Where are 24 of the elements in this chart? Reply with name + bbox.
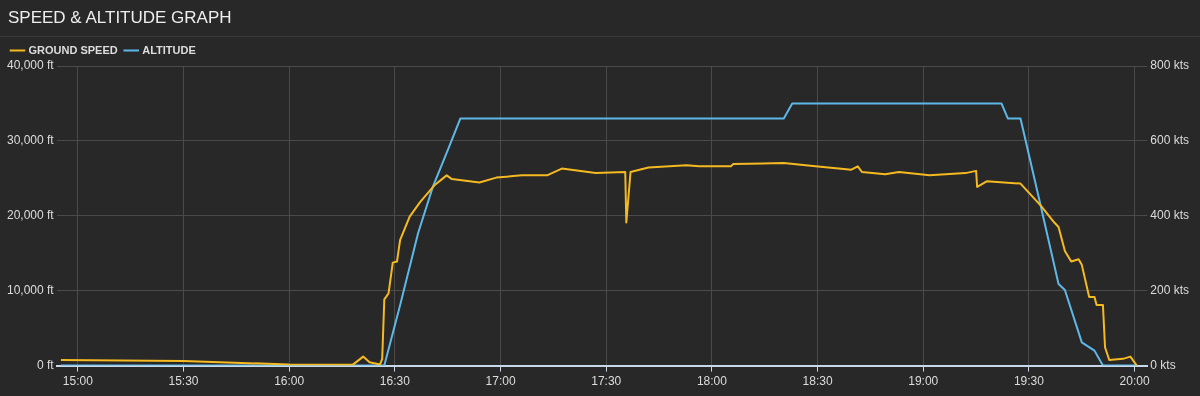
x-tick-label: 18:30 [802,374,833,389]
x-tick-label: 19:30 [1013,374,1045,389]
y2-tick-label: 0 kts [1150,357,1176,372]
y2-tick-label: 800 kts [1150,58,1190,73]
y-tick-label: 0 ft [37,357,55,372]
x-tick-label: 19:00 [908,374,939,389]
y2-tick-label: 200 kts [1150,283,1190,298]
x-tick-label: 17:30 [591,374,622,389]
y-tick-label: 40,000 ft [6,58,55,73]
x-tick-label: 18:00 [696,374,728,389]
y2-tick-label: 400 kts [1150,208,1190,223]
x-tick-label: 17:00 [485,374,516,389]
chart-title: SPEED & ALTITUDE GRAPH [0,0,1200,37]
x-tick-label: 15:00 [62,374,94,389]
y2-tick-label: 600 kts [1150,133,1190,148]
legend-label: GROUND SPEED [28,43,118,56]
y-tick-label: 10,000 ft [6,283,55,298]
y-tick-label: 30,000 ft [6,133,55,148]
x-tick-label: 16:30 [379,374,411,389]
y-tick-label: 20,000 ft [6,208,55,223]
x-tick-label: 15:30 [168,374,199,389]
x-tick-label: 16:00 [274,374,305,389]
legend-label: ALTITUDE [142,43,196,56]
x-tick-label: 20:00 [1119,374,1150,389]
